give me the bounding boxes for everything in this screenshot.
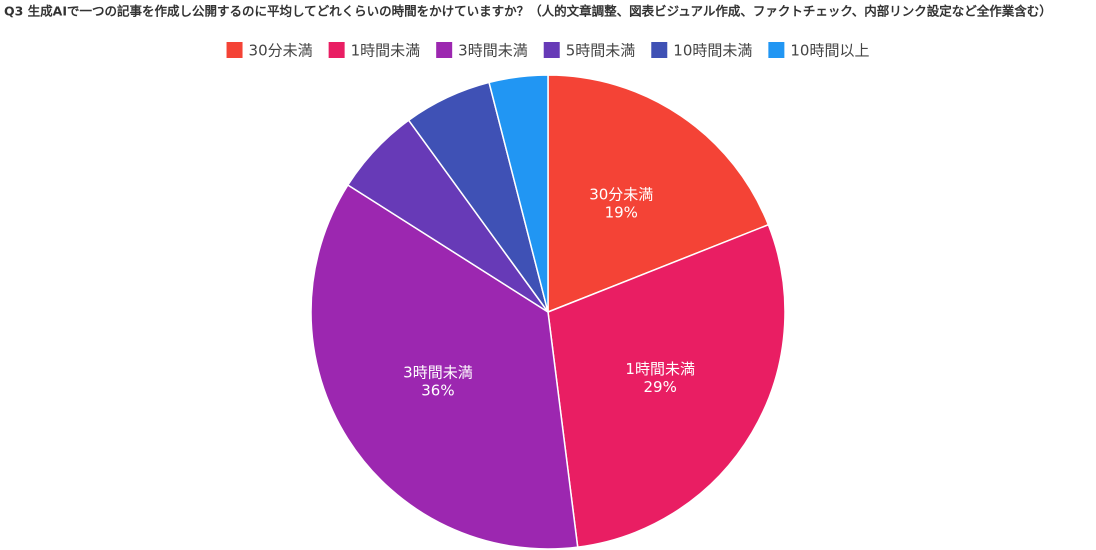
legend-label: 10時間以上 — [790, 42, 869, 60]
legend-label: 1時間未満 — [351, 42, 421, 60]
slice-value: 29% — [644, 378, 677, 396]
legend-swatch — [543, 42, 560, 58]
pie-slice — [488, 74, 549, 313]
chart-title: Q3 生成AIで一つの記事を作成し公開するのに平均してどれくらいの時間をかけてい… — [4, 4, 1052, 19]
pie-slice — [310, 183, 579, 550]
legend-swatch — [328, 42, 345, 58]
slice-category: 3時間未満 — [403, 363, 473, 381]
legend: 30分未満 1時間未満 3時間未満 5時間未満 10時間未満 10時間以上 — [226, 42, 869, 60]
pie-slice — [547, 223, 786, 548]
legend-swatch — [226, 42, 243, 58]
slice-category: 30分未満 — [589, 186, 653, 204]
legend-swatch — [651, 42, 668, 58]
legend-swatch — [436, 42, 453, 58]
legend-label: 10時間未満 — [673, 42, 752, 60]
slice-category: 1時間未満 — [625, 360, 695, 378]
legend-label: 30分未満 — [249, 42, 313, 60]
legend-label: 3時間未満 — [458, 42, 528, 60]
slice-value: 19% — [605, 204, 638, 222]
slice-value: 36% — [421, 381, 454, 399]
pie-slice — [547, 74, 770, 314]
pie — [310, 74, 786, 550]
legend-label: 5時間未満 — [566, 42, 636, 60]
legend-swatch — [768, 42, 785, 58]
